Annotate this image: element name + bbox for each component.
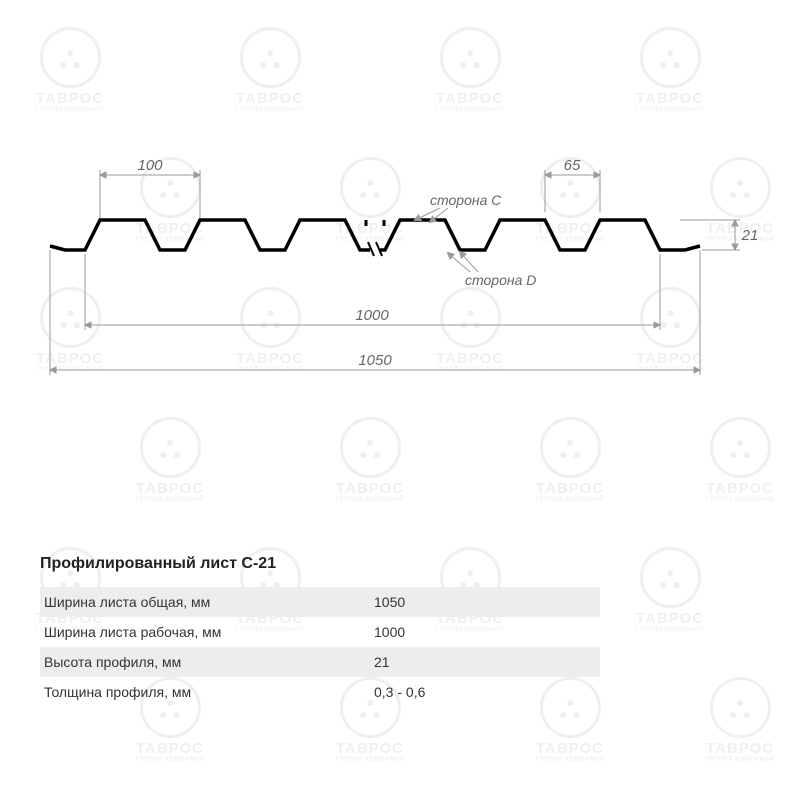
table-row: Ширина листа рабочая, мм 1000	[40, 617, 600, 647]
side-d-label: сторона D	[465, 272, 536, 288]
dim-label-1050: 1050	[358, 352, 392, 369]
spec-value: 1050	[374, 594, 494, 610]
spec-table: Профилированный лист С-21 Ширина листа о…	[40, 555, 600, 707]
side-c-label: сторона C	[430, 192, 502, 208]
dim-top-100	[100, 170, 200, 218]
table-row: Толщина профиля, мм 0,3 - 0,6	[40, 677, 600, 707]
dim-label-100: 100	[137, 157, 163, 174]
side-c-arrow	[415, 208, 440, 220]
dim-label-65: 65	[564, 157, 581, 174]
watermark-text: ТАВРОС	[36, 90, 104, 107]
dim-height-21	[680, 220, 740, 250]
spec-label: Ширина листа рабочая, мм	[44, 624, 374, 640]
spec-value: 21	[374, 654, 494, 670]
table-row: Высота профиля, мм 21	[40, 647, 600, 677]
spec-label: Толщина профиля, мм	[44, 684, 374, 700]
watermark-sub: ГРУППА КОМПАНИЙ	[36, 107, 104, 113]
table-row: Ширина листа общая, мм 1050	[40, 587, 600, 617]
dim-bottom-65	[545, 170, 600, 212]
spec-label: Высота профиля, мм	[44, 654, 374, 670]
dim-label-1000: 1000	[355, 307, 389, 324]
spec-label: Ширина листа общая, мм	[44, 594, 374, 610]
spec-value: 0,3 - 0,6	[374, 684, 494, 700]
dim-label-21: 21	[741, 227, 759, 244]
side-d-arrow	[448, 253, 470, 272]
profile-diagram: 100 65 21 сторона C сторона D 1000	[40, 150, 760, 410]
spec-value: 1000	[374, 624, 494, 640]
table-title: Профилированный лист С-21	[40, 555, 600, 573]
profile-path	[50, 220, 700, 256]
